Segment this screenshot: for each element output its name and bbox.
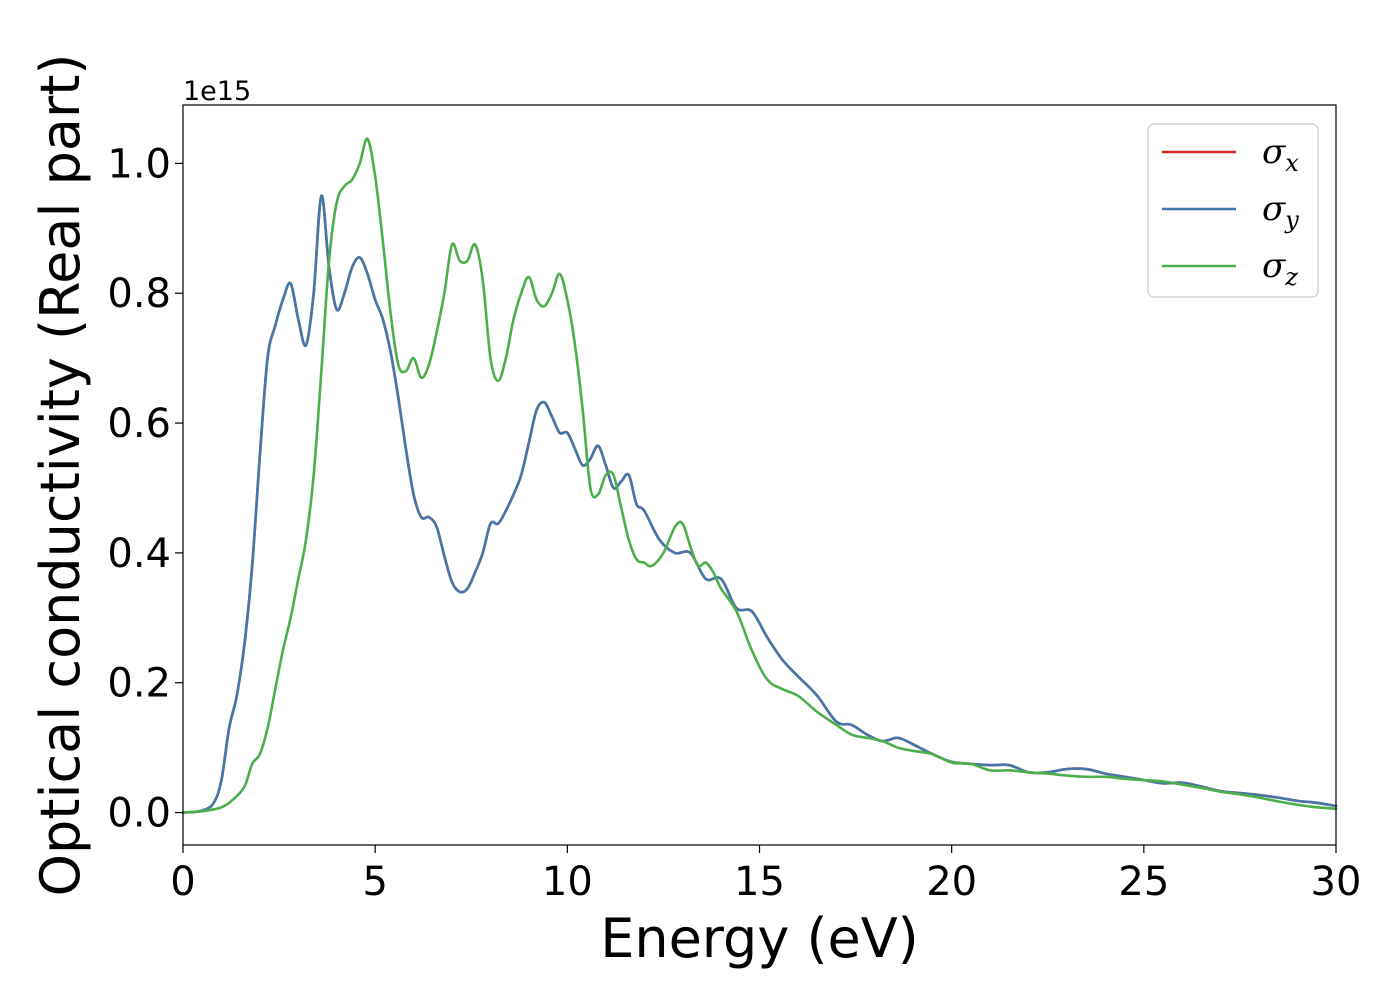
x-tick-label: 20 bbox=[926, 859, 977, 905]
series-layer bbox=[181, 137, 1338, 814]
y-offset-label: 1e15 bbox=[183, 76, 251, 107]
x-tick-label: 25 bbox=[1118, 859, 1169, 905]
legend: σx σy σz bbox=[1147, 123, 1319, 298]
legend-box bbox=[1147, 123, 1319, 298]
x-tick-label: 30 bbox=[1311, 859, 1362, 905]
legend-label-y: σy bbox=[1262, 189, 1299, 234]
legend-label-x: σx bbox=[1262, 132, 1299, 177]
y-tick-label: 0.0 bbox=[107, 791, 171, 837]
y-tick-label: 1.0 bbox=[107, 141, 171, 187]
y-tick-label: 0.6 bbox=[107, 401, 171, 447]
x-axis-ticks: 0 5 10 15 20 25 30 bbox=[170, 845, 1361, 905]
series-line-z bbox=[181, 137, 1338, 814]
y-tick-label: 0.8 bbox=[107, 271, 171, 317]
legend-label-z: σz bbox=[1262, 246, 1298, 291]
x-tick-label: 15 bbox=[734, 859, 785, 905]
y-tick-label: 0.4 bbox=[107, 531, 171, 577]
y-axis-label: Optical conductivity (Real part) bbox=[29, 54, 92, 897]
y-axis-ticks: 0.0 0.2 0.4 0.6 0.8 1.0 bbox=[107, 141, 183, 837]
x-tick-label: 10 bbox=[542, 859, 593, 905]
x-tick-label: 0 bbox=[170, 859, 195, 905]
y-tick-label: 0.2 bbox=[107, 661, 171, 707]
x-tick-label: 5 bbox=[362, 859, 387, 905]
x-axis-label: Energy (eV) bbox=[600, 907, 919, 970]
